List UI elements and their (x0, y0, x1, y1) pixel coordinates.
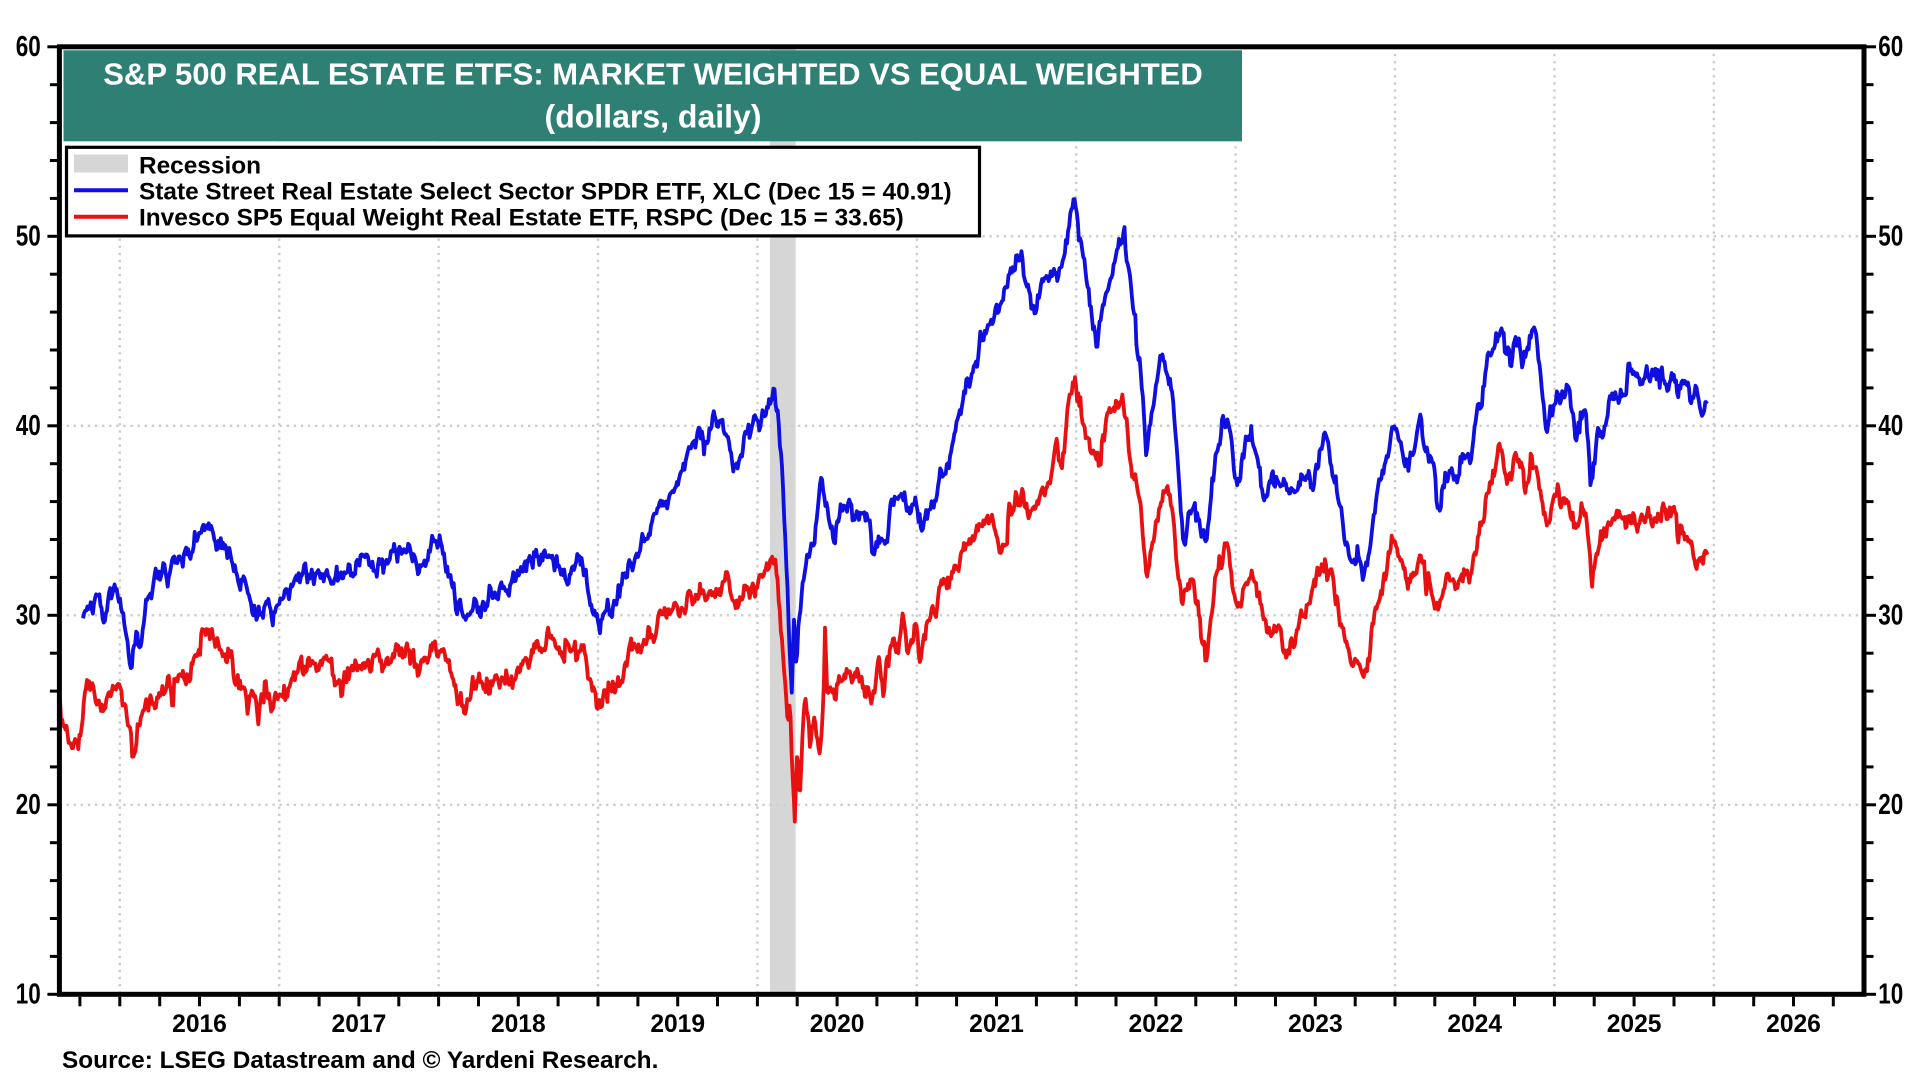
svg-text:2017: 2017 (332, 1011, 387, 1038)
svg-text:Source: LSEG Datastream and ©: Source: LSEG Datastream and © Yardeni Re… (62, 1047, 658, 1074)
svg-text:2020: 2020 (810, 1011, 865, 1038)
svg-text:2023: 2023 (1288, 1011, 1343, 1038)
svg-text:State Street Real Estate Selec: State Street Real Estate Select Sector S… (139, 179, 952, 206)
svg-text:2022: 2022 (1129, 1011, 1184, 1038)
svg-text:2019: 2019 (650, 1011, 705, 1038)
svg-text:Invesco SP5 Equal Weight Real: Invesco SP5 Equal Weight Real Estate ETF… (139, 205, 904, 232)
svg-text:40: 40 (16, 410, 41, 442)
svg-text:40: 40 (1878, 410, 1903, 442)
svg-text:2024: 2024 (1447, 1011, 1502, 1038)
svg-text:60: 60 (1878, 31, 1903, 63)
svg-text:2018: 2018 (491, 1011, 546, 1038)
svg-text:Recession: Recession (139, 152, 261, 179)
svg-text:50: 50 (1878, 221, 1903, 253)
svg-text:10: 10 (16, 979, 41, 1011)
svg-text:30: 30 (1878, 600, 1903, 632)
svg-text:2025: 2025 (1607, 1011, 1662, 1038)
svg-text:30: 30 (16, 600, 41, 632)
svg-text:2021: 2021 (969, 1011, 1024, 1038)
svg-text:20: 20 (1878, 789, 1903, 821)
svg-text:50: 50 (16, 221, 41, 253)
svg-text:2026: 2026 (1766, 1011, 1821, 1038)
svg-text:S&P 500 REAL ESTATE ETFS: MARK: S&P 500 REAL ESTATE ETFS: MARKET WEIGHTE… (103, 57, 1202, 92)
svg-text:(dollars, daily): (dollars, daily) (545, 99, 762, 135)
svg-text:60: 60 (16, 31, 41, 63)
svg-text:2016: 2016 (172, 1011, 227, 1038)
svg-text:10: 10 (1878, 979, 1903, 1011)
svg-text:20: 20 (16, 789, 41, 821)
